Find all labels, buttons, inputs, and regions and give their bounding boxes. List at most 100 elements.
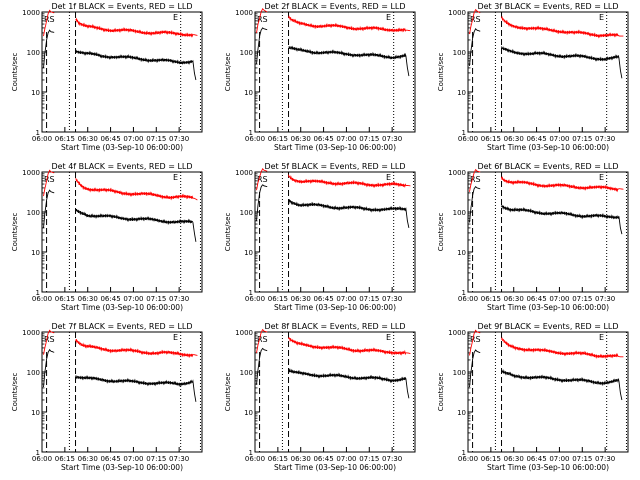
red-lld-series — [75, 178, 198, 201]
black-events-series — [75, 375, 197, 402]
x-tick-label: 06:15 — [268, 455, 288, 463]
x-tick-label: 06:30 — [291, 295, 311, 303]
x-tick-label: 06:45 — [100, 135, 120, 143]
x-axis-label: Start Time (03-Sep-10 06:00:00) — [61, 143, 183, 152]
annotation-e: E — [173, 173, 178, 182]
black-events-series — [288, 45, 410, 77]
y-axis-label: Counts/sec — [437, 213, 445, 252]
x-tick-label: 06:30 — [78, 455, 98, 463]
y-tick-label: 1 — [462, 129, 466, 137]
red-lld-series — [469, 8, 481, 35]
detector-panel: Det 7f BLACK = Events, RED = LLD 1 10 100 10… — [0, 320, 213, 480]
annotation-rs: RS — [257, 15, 268, 24]
y-tick-label: 1000 — [22, 169, 40, 177]
y-tick-label: 10 — [457, 89, 466, 97]
black-events-series — [256, 347, 268, 385]
red-lld-series — [256, 8, 268, 33]
black-events-series — [75, 208, 197, 242]
red-lld-series — [43, 169, 55, 197]
x-tick-label: 06:15 — [55, 455, 75, 463]
x-axis-label: Start Time (03-Sep-10 06:00:00) — [274, 463, 396, 472]
x-tick-label: 07:30 — [382, 295, 402, 303]
x-tick-label: 07:00 — [336, 135, 356, 143]
plot-frame — [467, 11, 629, 133]
annotation-e: E — [386, 13, 391, 22]
y-tick-label: 1000 — [22, 329, 40, 337]
red-lld-series — [256, 168, 268, 191]
black-events-series — [469, 186, 481, 223]
detector-chart: Det 7f BLACK = Events, RED = LLD 1 10 100 10… — [11, 322, 203, 472]
annotation-rs: RS — [257, 335, 268, 344]
detector-panel: Det 5f BLACK = Events, RED = LLD 1 10 100 10… — [213, 160, 426, 320]
y-tick-label: 100 — [27, 49, 40, 57]
x-tick-label: 07:30 — [382, 455, 402, 463]
chart-title: Det 9f BLACK = Events, RED = LLD — [477, 322, 618, 331]
x-tick-label: 07:30 — [169, 295, 189, 303]
annotation-e: E — [386, 333, 391, 342]
black-events-series — [469, 349, 481, 388]
x-tick-label: 07:15 — [146, 295, 166, 303]
annotation-e: E — [599, 173, 604, 182]
black-events-series — [501, 204, 623, 235]
black-events-series — [43, 348, 55, 388]
plot-frame — [254, 331, 416, 453]
y-axis-label: Counts/sec — [224, 53, 232, 92]
x-tick-label: 07:30 — [595, 135, 615, 143]
detector-panel: Det 4f BLACK = Events, RED = LLD 1 10 100 10… — [0, 160, 213, 320]
y-tick-label: 100 — [27, 369, 40, 377]
y-tick-label: 10 — [31, 409, 40, 417]
y-axis-label: Counts/sec — [224, 373, 232, 412]
y-tick-label: 1000 — [448, 169, 466, 177]
x-tick-label: 06:30 — [504, 135, 524, 143]
x-tick-label: 06:00 — [245, 135, 265, 143]
x-tick-label: 06:15 — [55, 135, 75, 143]
annotation-rs: RS — [470, 175, 481, 184]
x-tick-label: 06:45 — [100, 295, 120, 303]
x-tick-label: 06:00 — [32, 295, 52, 303]
detector-chart: Det 3f BLACK = Events, RED = LLD 1 10 100 10… — [437, 2, 629, 152]
x-axis-label: Start Time (03-Sep-10 06:00:00) — [274, 143, 396, 152]
x-tick-label: 06:45 — [313, 135, 333, 143]
y-tick-label: 10 — [31, 89, 40, 97]
annotation-e: E — [386, 173, 391, 182]
x-tick-label: 07:00 — [336, 295, 356, 303]
black-events-series — [75, 49, 197, 81]
x-tick-label: 06:30 — [504, 295, 524, 303]
x-tick-label: 07:00 — [123, 135, 143, 143]
plot-frame — [254, 171, 416, 293]
y-tick-label: 1000 — [448, 9, 466, 17]
chart-title: Det 3f BLACK = Events, RED = LLD — [477, 2, 618, 11]
detector-panel: Det 1f BLACK = Events, RED = LLD 1 10 100 10… — [0, 0, 213, 160]
x-tick-label: 06:30 — [291, 135, 311, 143]
y-axis-label: Counts/sec — [437, 53, 445, 92]
y-tick-label: 1 — [36, 289, 40, 297]
y-tick-label: 1 — [249, 129, 253, 137]
annotation-rs: RS — [44, 175, 55, 184]
y-tick-label: 10 — [31, 249, 40, 257]
x-tick-label: 07:15 — [572, 295, 592, 303]
x-tick-label: 07:15 — [572, 135, 592, 143]
y-tick-label: 100 — [240, 209, 253, 217]
black-events-series — [288, 199, 410, 228]
x-tick-label: 06:00 — [32, 135, 52, 143]
detector-panel: Det 8f BLACK = Events, RED = LLD 1 10 100 10… — [213, 320, 426, 480]
y-tick-label: 10 — [244, 249, 253, 257]
y-tick-label: 100 — [453, 369, 466, 377]
black-events-series — [43, 189, 55, 228]
y-tick-label: 1000 — [235, 9, 253, 17]
detector-panel: Det 2f BLACK = Events, RED = LLD 1 10 100 10… — [213, 0, 426, 160]
y-axis-label: Counts/sec — [11, 53, 19, 92]
y-tick-label: 1 — [249, 289, 253, 297]
y-tick-label: 1000 — [22, 9, 40, 17]
annotation-e: E — [173, 13, 178, 22]
x-tick-label: 07:30 — [169, 135, 189, 143]
annotation-rs: RS — [44, 335, 55, 344]
x-tick-label: 07:15 — [359, 295, 379, 303]
y-tick-label: 100 — [27, 209, 40, 217]
y-axis-label: Counts/sec — [11, 213, 19, 252]
x-tick-label: 06:00 — [458, 135, 478, 143]
annotation-rs: RS — [257, 175, 268, 184]
chart-title: Det 5f BLACK = Events, RED = LLD — [264, 162, 405, 171]
annotation-e: E — [173, 333, 178, 342]
black-events-series — [288, 368, 410, 399]
